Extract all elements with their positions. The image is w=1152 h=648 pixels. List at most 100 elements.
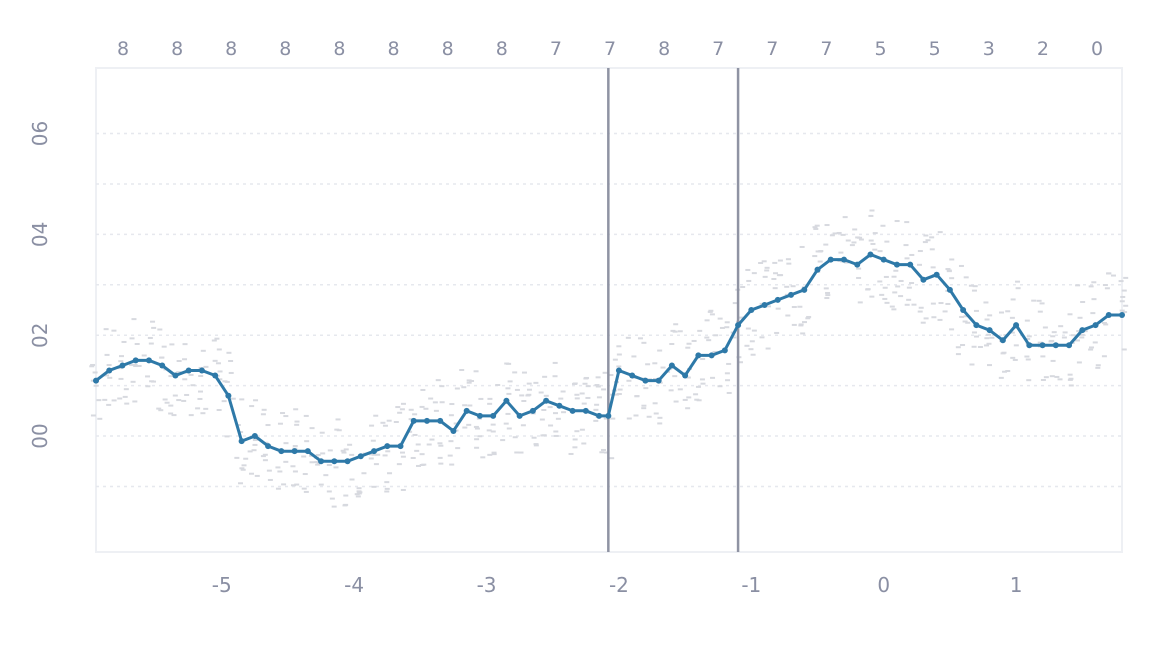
sample-mark	[129, 363, 135, 366]
sample-mark	[1082, 330, 1088, 333]
sample-mark	[653, 412, 659, 415]
sample-mark	[459, 368, 465, 371]
sample-mark	[670, 329, 676, 332]
data-point	[748, 307, 755, 313]
sample-mark	[303, 414, 309, 417]
sample-mark	[453, 422, 459, 425]
sample-mark	[90, 363, 96, 366]
sample-mark	[706, 339, 712, 342]
sample-mark	[987, 364, 993, 367]
sample-mark	[1009, 331, 1015, 334]
data-point	[668, 362, 675, 369]
top-count-label: 8	[225, 38, 237, 60]
sample-mark	[542, 375, 548, 378]
sample-mark	[774, 331, 780, 334]
sample-mark	[161, 345, 167, 348]
sample-mark	[989, 336, 995, 339]
sample-mark	[746, 279, 752, 282]
sample-mark	[294, 420, 300, 423]
sample-mark	[677, 388, 683, 391]
data-point	[1079, 327, 1086, 334]
sample-mark	[917, 310, 923, 313]
sample-mark	[634, 395, 640, 398]
sample-mark	[717, 385, 723, 388]
sample-mark	[448, 414, 454, 417]
sample-mark	[880, 224, 886, 227]
sample-mark	[725, 379, 731, 382]
sample-mark	[595, 376, 601, 379]
sample-mark	[870, 242, 876, 245]
sample-mark	[693, 393, 699, 396]
sample-mark	[945, 268, 951, 271]
data-point	[682, 372, 689, 379]
sample-mark	[238, 431, 244, 434]
sample-mark	[292, 445, 298, 448]
sample-mark	[132, 400, 138, 403]
sample-mark	[646, 415, 652, 418]
data-point	[516, 412, 523, 419]
sample-mark	[1088, 348, 1094, 351]
sample-mark	[533, 444, 539, 447]
sample-mark	[889, 305, 895, 308]
sample-mark	[329, 497, 335, 500]
sample-mark	[342, 504, 348, 507]
sample-mark	[1040, 379, 1046, 382]
sample-mark	[247, 450, 253, 453]
sample-mark	[600, 448, 606, 451]
sample-mark	[1104, 287, 1110, 290]
sample-mark	[825, 294, 831, 297]
sample-mark	[211, 339, 217, 342]
sample-mark	[131, 318, 137, 321]
sample-mark	[395, 406, 401, 409]
sample-mark	[959, 315, 965, 318]
sample-mark	[169, 343, 175, 346]
sample-mark	[673, 323, 679, 326]
sample-mark	[593, 419, 599, 422]
sample-mark	[217, 378, 223, 381]
data-point	[291, 448, 298, 455]
sample-mark	[473, 425, 479, 428]
sample-mark	[1042, 326, 1048, 329]
sample-mark	[697, 329, 703, 332]
sample-mark	[319, 431, 325, 434]
sample-mark	[349, 478, 355, 481]
sample-mark	[387, 472, 393, 475]
sample-mark	[188, 373, 194, 376]
sample-mark	[373, 463, 379, 466]
sample-mark	[1037, 341, 1043, 344]
sample-mark	[198, 374, 204, 377]
sample-mark	[574, 393, 580, 396]
sample-mark	[168, 412, 174, 415]
data-point	[463, 407, 470, 414]
sample-mark	[239, 467, 245, 470]
sample-mark	[275, 487, 281, 490]
sample-mark	[857, 236, 863, 239]
sample-mark	[182, 343, 188, 346]
sample-mark	[791, 323, 797, 326]
sample-mark	[426, 443, 432, 446]
sample-mark	[1040, 355, 1046, 358]
sample-mark	[749, 340, 755, 343]
sample-mark	[224, 435, 230, 438]
sample-mark	[448, 440, 454, 443]
data-point	[1052, 342, 1059, 349]
sample-mark	[334, 428, 340, 431]
sample-mark	[856, 276, 862, 279]
sample-mark	[437, 456, 443, 459]
sample-mark	[625, 336, 631, 339]
sample-mark	[785, 314, 791, 317]
sample-mark	[616, 365, 622, 368]
top-count-label: 8	[496, 38, 508, 60]
sample-mark	[320, 452, 326, 455]
sample-mark	[89, 365, 95, 368]
sample-mark	[145, 385, 151, 388]
top-count-label: 8	[171, 38, 183, 60]
sample-mark	[842, 216, 848, 219]
sample-mark	[904, 257, 910, 260]
sample-mark	[797, 305, 803, 308]
sample-mark	[764, 269, 770, 272]
sample-mark	[764, 266, 770, 269]
sample-mark	[1079, 333, 1085, 336]
sample-mark	[652, 362, 658, 365]
data-point	[880, 256, 887, 263]
